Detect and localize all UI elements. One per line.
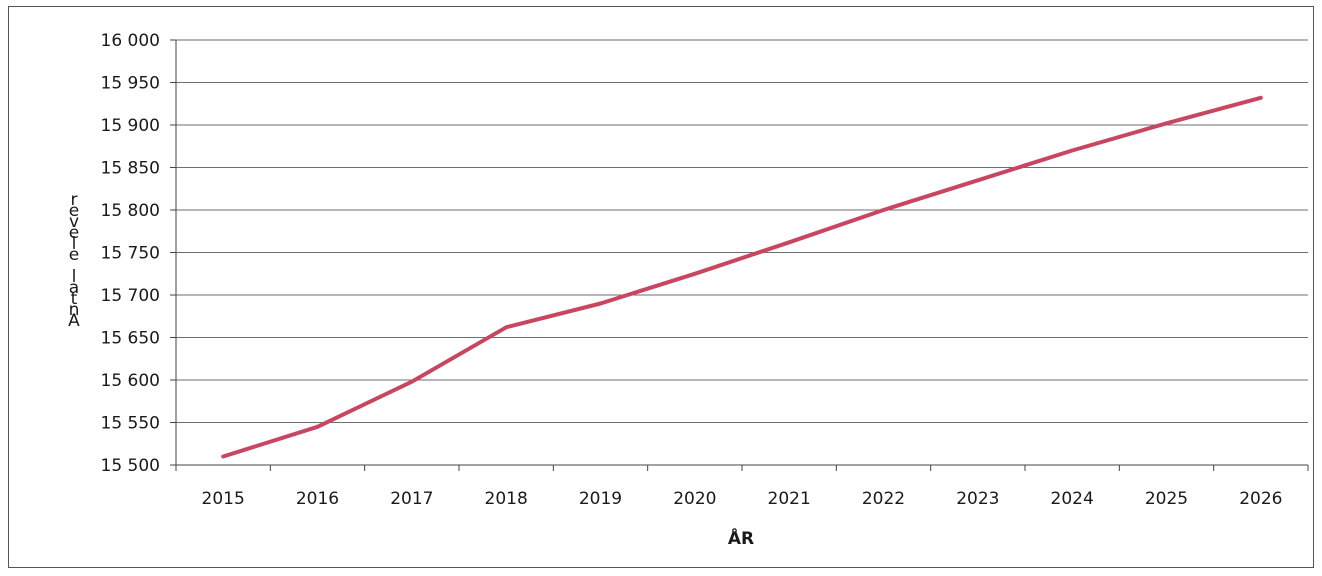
- y-axis-title-letter: r: [71, 190, 78, 210]
- y-tick-label: 16 000: [101, 31, 160, 51]
- x-tick-label: 2015: [202, 489, 245, 509]
- y-tick-label: 15 900: [101, 116, 160, 136]
- y-axis-title-letter: e: [69, 223, 79, 243]
- y-tick-label: 15 950: [101, 74, 160, 94]
- x-tick-label: 2020: [673, 489, 716, 509]
- x-tick-label: 2017: [390, 489, 433, 509]
- series-line: [221, 95, 1263, 459]
- chart-frame: [8, 6, 1314, 568]
- axes: [170, 39, 1309, 471]
- y-axis-title-letter: t: [71, 289, 78, 309]
- x-tick-labels: 2015 2016 2017 2018 2019 2020 2021 2022 2023 2024…: [202, 489, 1283, 509]
- x-tick-label: 2026: [1239, 489, 1282, 509]
- y-tick-label: 15 850: [101, 159, 160, 179]
- y-axis-title-letter: a: [69, 278, 79, 298]
- x-tick-label: 2023: [956, 489, 999, 509]
- y-axis-title-letter: l: [72, 267, 77, 287]
- y-tick-label: 15 700: [101, 286, 160, 306]
- y-axis-title-letter: n: [69, 300, 80, 320]
- y-tick-label: 15 650: [101, 329, 160, 349]
- y-tick-label: 15 550: [101, 414, 160, 434]
- y-tick-labels: 16 000 15 950 15 900 15 850 15 800 15 750 15 7…: [101, 31, 160, 476]
- x-tick-label: 2019: [579, 489, 622, 509]
- y-axis-title-letter: e: [69, 201, 79, 221]
- x-tick-label: 2016: [296, 489, 339, 509]
- x-axis-title: ÅR: [728, 526, 754, 549]
- y-tick-label: 15 500: [101, 456, 160, 476]
- y-tick-label: 15 800: [101, 201, 160, 221]
- series-layer: [221, 95, 1263, 459]
- x-tick-label: 2021: [768, 489, 811, 509]
- x-tick-label: 2022: [862, 489, 905, 509]
- y-axis-title-letter: l: [72, 234, 77, 254]
- y-axis-title-letter: v: [69, 212, 79, 232]
- x-tick-label: 2024: [1051, 489, 1094, 509]
- y-axis-title-letter: e: [69, 245, 79, 265]
- gridlines: [176, 39, 1308, 466]
- y-axis-title-letter: A: [68, 311, 80, 331]
- x-tick-label: 2025: [1145, 489, 1188, 509]
- x-tick-label: 2018: [485, 489, 528, 509]
- y-tick-label: 15 600: [101, 371, 160, 391]
- y-tick-label: 15 750: [101, 244, 160, 264]
